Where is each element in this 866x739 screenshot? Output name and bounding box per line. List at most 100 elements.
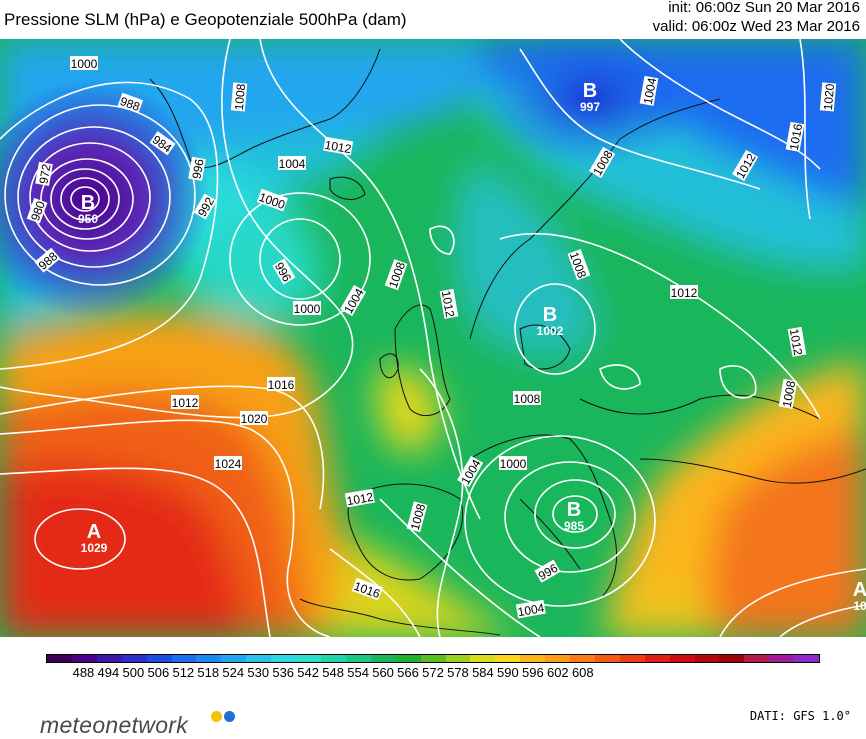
isobar-label: 1012 bbox=[324, 138, 353, 156]
colorbar-swatch bbox=[744, 655, 770, 662]
svg-text:B: B bbox=[81, 192, 95, 214]
svg-text:A: A bbox=[853, 579, 866, 601]
isobar-label: 1012 bbox=[787, 328, 805, 357]
svg-text:B: B bbox=[543, 304, 557, 326]
colorbar-swatch bbox=[644, 655, 670, 662]
colorbar-swatch bbox=[520, 655, 546, 662]
colorbar-swatch bbox=[47, 655, 72, 662]
chart-title: Pressione SLM (hPa) e Geopotenziale 500h… bbox=[4, 10, 407, 29]
colorbar-tick-label: 590 bbox=[497, 665, 519, 680]
colorbar-tick-label: 518 bbox=[197, 665, 220, 680]
isobar-label: 1012 bbox=[346, 490, 375, 508]
isobar-label: 980 bbox=[28, 199, 48, 223]
isobar-label: 988 bbox=[118, 94, 142, 114]
svg-text:B: B bbox=[567, 499, 581, 521]
colorbar-swatch bbox=[495, 655, 521, 662]
colorbar-tick-label: 512 bbox=[172, 665, 195, 680]
colorbar-tick-label: 530 bbox=[247, 665, 270, 680]
colorbar-tick-label: 584 bbox=[472, 665, 494, 680]
colorbar-swatch bbox=[570, 655, 595, 662]
valid-time: valid: 06:00z Wed 23 Mar 2016 bbox=[652, 18, 860, 35]
isobar-label: 996 bbox=[189, 158, 206, 180]
colorbar-tick-label: 488 bbox=[72, 665, 95, 680]
colorbar-swatch bbox=[271, 655, 297, 662]
isobar-label: 972 bbox=[36, 163, 53, 185]
colorbar-tick-label: 494 bbox=[97, 665, 120, 680]
isobar-label: 1016 bbox=[787, 122, 805, 151]
map-canvas: 1000 988 984 972 980 988 996 992 1008 10… bbox=[0, 39, 866, 637]
isobar-label: 1008 bbox=[780, 379, 798, 408]
isobar-label: 1012 bbox=[671, 286, 698, 300]
svg-text:B: B bbox=[583, 80, 597, 102]
colorbar-swatch bbox=[71, 655, 97, 662]
colorbar-swatch bbox=[719, 655, 745, 662]
colorbar-tick-label: 554 bbox=[347, 665, 369, 680]
colorbar-swatch bbox=[470, 655, 496, 662]
colorbar-swatch bbox=[96, 655, 122, 662]
colorbar-tick-label: 536 bbox=[272, 665, 295, 680]
coastlines bbox=[149, 48, 866, 636]
isobar-label: 1008 bbox=[514, 392, 541, 406]
isobars bbox=[0, 39, 866, 637]
svg-text:950: 950 bbox=[78, 212, 98, 226]
svg-text:997: 997 bbox=[580, 100, 600, 114]
colorbar-swatch bbox=[345, 655, 371, 662]
colorbar-tick-label: 560 bbox=[372, 665, 394, 680]
pressure-centers: B 950 B 997 B 1002 B 985 A 1029 A 10 bbox=[78, 80, 866, 613]
colorbar-tick-label: 608 bbox=[571, 665, 594, 680]
colorbar-swatch bbox=[669, 655, 695, 662]
svg-text:1029: 1029 bbox=[81, 541, 108, 555]
colorbar-swatch bbox=[545, 655, 571, 662]
isobar-label: 1000 bbox=[71, 57, 98, 71]
high-center: A 1029 bbox=[81, 521, 108, 555]
isobar-labels: 1000 988 984 972 980 988 996 992 1008 10… bbox=[26, 56, 837, 619]
colorbar-tick-label: 602 bbox=[546, 665, 569, 680]
low-center: B 985 bbox=[564, 499, 584, 533]
colorbar-tick-label: 578 bbox=[447, 665, 469, 680]
colorbar-swatch bbox=[121, 655, 147, 662]
isobar-label: 1020 bbox=[821, 83, 837, 111]
colorbar-swatch bbox=[196, 655, 222, 662]
colorbar-swatch bbox=[320, 655, 346, 662]
isobar-label: 1012 bbox=[439, 290, 457, 319]
isobar-label: 1008 bbox=[232, 83, 248, 111]
high-center: A 10 bbox=[853, 579, 866, 613]
isobar-label: 1016 bbox=[268, 378, 295, 392]
colorbar-tick-label: 548 bbox=[322, 665, 344, 680]
low-center: B 950 bbox=[78, 192, 98, 226]
colorbar-ticks: 488 494 500 506 512 518 524 530 536 542 548 554 560 5… bbox=[46, 665, 820, 683]
colorbar-tick-label: 506 bbox=[147, 665, 170, 680]
isobar-label: 1000 bbox=[500, 457, 527, 471]
run-info: init: 06:00z Sun 20 Mar 2016 valid: 06:0… bbox=[653, 0, 860, 36]
isobar-label: 1024 bbox=[215, 457, 242, 471]
colorbar-swatch bbox=[171, 655, 197, 662]
colorbar-tick-label: 566 bbox=[397, 665, 419, 680]
colorbar-swatch bbox=[445, 655, 471, 662]
colorbar-swatch bbox=[221, 655, 247, 662]
colorbar-swatch bbox=[146, 655, 172, 662]
isobar-label: 1004 bbox=[279, 157, 306, 171]
isobar-label: 1020 bbox=[241, 412, 268, 426]
isobar-label: 1008 bbox=[408, 502, 429, 532]
colorbar-tick-label: 572 bbox=[422, 665, 444, 680]
svg-text:1002: 1002 bbox=[537, 324, 564, 338]
colorbar-swatch bbox=[296, 655, 321, 662]
colorbar-swatch bbox=[420, 655, 446, 662]
colorbar-swatch bbox=[794, 655, 820, 662]
geopotential-colorbar bbox=[46, 654, 820, 663]
colorbar-swatch bbox=[370, 655, 396, 662]
init-time: init: 06:00z Sun 20 Mar 2016 bbox=[668, 0, 860, 16]
isobar-label: 1012 bbox=[172, 396, 199, 410]
logo-dot-blue bbox=[224, 711, 235, 722]
colorbar-tick-label: 500 bbox=[122, 665, 145, 680]
colorbar-swatch bbox=[769, 655, 795, 662]
logo-dot-yellow bbox=[211, 711, 222, 722]
data-source: DATI: GFS 1.0° bbox=[749, 709, 851, 723]
isobar-label: 1004 bbox=[517, 601, 546, 619]
isobar-label: 1000 bbox=[294, 302, 321, 316]
colorbar-tick-label: 542 bbox=[297, 665, 320, 680]
colorbar-tick-label: 596 bbox=[522, 665, 544, 680]
colorbar-swatch bbox=[246, 655, 272, 662]
svg-text:A: A bbox=[87, 521, 101, 543]
svg-text:985: 985 bbox=[564, 519, 584, 533]
